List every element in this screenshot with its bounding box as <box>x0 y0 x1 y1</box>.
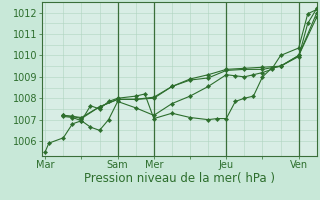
X-axis label: Pression niveau de la mer( hPa ): Pression niveau de la mer( hPa ) <box>84 172 275 185</box>
